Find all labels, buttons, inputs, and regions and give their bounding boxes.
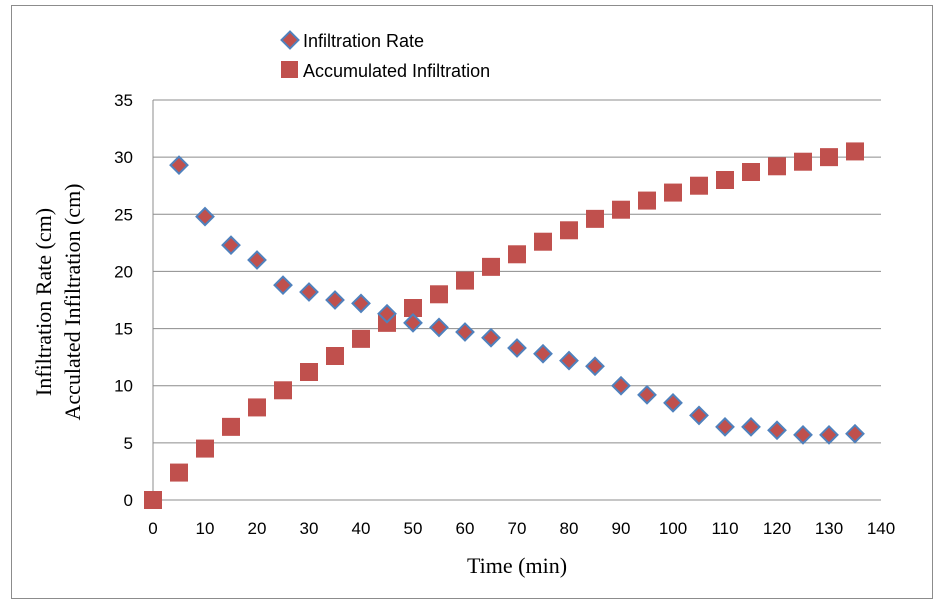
infiltration-rate-point [195, 206, 215, 227]
x-tick-label: 40 [352, 519, 371, 538]
infiltration-rate-point [247, 250, 267, 270]
x-tick-label: 80 [560, 519, 579, 538]
x-tick-label: 130 [815, 519, 843, 538]
accumulated-infiltration-point [196, 439, 214, 458]
infiltration-rate-point [585, 356, 605, 377]
infiltration-rate-point [403, 312, 423, 333]
legend-label: Accumulated Infiltration [303, 61, 490, 81]
infiltration-rate-point [273, 275, 293, 296]
infiltration-rate-point [793, 424, 813, 445]
accumulated-infiltration-point [664, 183, 682, 202]
accumulated-infiltration-point [326, 347, 344, 365]
accumulated-infiltration-point [638, 191, 656, 210]
y-tick-label: 30 [114, 148, 133, 167]
infiltration-rate-point [481, 327, 501, 348]
infiltration-rate-point [611, 375, 631, 396]
axes [152, 100, 881, 501]
infiltration-rate-point [169, 155, 189, 176]
x-tick-label: 70 [508, 519, 527, 538]
legend: Infiltration Rate Accumulated Infiltrati… [280, 30, 490, 81]
infiltration-rate-point [221, 235, 241, 256]
y-tick-label: 20 [114, 262, 133, 281]
accumulated-infiltration-point [690, 176, 708, 195]
accumulated-infiltration-point [404, 299, 422, 317]
legend-item-accumulated-infiltration: Accumulated Infiltration [281, 61, 490, 81]
infiltration-rate-point [715, 416, 735, 437]
infiltration-rate-point [819, 424, 839, 445]
accumulated-infiltration-point [456, 271, 474, 290]
accumulated-infiltration-point [222, 417, 240, 436]
x-tick-label: 0 [148, 519, 157, 538]
accumulated-infiltration-point [248, 398, 266, 417]
accumulated-infiltration-point [716, 171, 734, 189]
accumulated-infiltration-point [430, 285, 448, 304]
x-tick-label: 50 [404, 519, 423, 538]
infiltration-rate-point [507, 338, 527, 358]
infiltration-rate-point [663, 392, 683, 413]
x-tick-label: 30 [300, 519, 319, 538]
x-tick-labels: 0 10 20 30 40 50 60 70 80 90 100 110 120 130 140 [148, 519, 895, 538]
y-tick-label: 10 [114, 377, 133, 396]
x-tick-label: 110 [711, 519, 738, 538]
accumulated-infiltration-point [742, 163, 760, 181]
infiltration-rate-point [299, 282, 319, 302]
x-tick-label: 120 [763, 519, 791, 538]
accumulated-infiltration-point [820, 148, 838, 167]
x-tick-label: 90 [612, 519, 631, 538]
infiltration-rate-point [559, 350, 579, 371]
accumulated-infiltration-point [768, 157, 786, 176]
x-tick-label: 100 [659, 519, 687, 538]
infiltration-rate-point [767, 420, 787, 441]
y-tick-label: 5 [124, 434, 133, 453]
accumulated-infiltration-point [846, 142, 864, 161]
y-tick-label: 25 [114, 205, 133, 224]
data-points [144, 142, 865, 509]
y-axis-title: Infiltration Rate (cm) Acculated Infiltr… [31, 183, 85, 420]
gridlines [153, 99, 881, 444]
x-tick-label: 60 [456, 519, 475, 538]
legend-label: Infiltration Rate [303, 31, 424, 51]
infiltration-rate-point [689, 405, 709, 426]
infiltration-rate-point [429, 317, 449, 338]
legend-item-infiltration-rate: Infiltration Rate [280, 30, 424, 51]
legend-marker-square [281, 61, 298, 78]
accumulated-infiltration-point [612, 200, 630, 219]
accumulated-infiltration-point [586, 209, 604, 228]
infiltration-rate-point [637, 384, 657, 405]
infiltration-rate-point [455, 322, 475, 342]
x-tick-label: 20 [248, 519, 267, 538]
infiltration-rate-point [325, 290, 345, 310]
y-tick-labels: 0 5 10 15 20 25 30 35 [114, 91, 133, 510]
y-tick-label: 15 [114, 320, 133, 339]
x-tick-label: 10 [196, 519, 215, 538]
accumulated-infiltration-point [300, 363, 318, 381]
accumulated-infiltration-point [560, 221, 578, 240]
y-axis-title-line-2: Acculated Infiltration (cm) [60, 183, 85, 420]
accumulated-infiltration-point [170, 463, 188, 482]
infiltration-rate-point [351, 293, 371, 314]
accumulated-infiltration-point [352, 329, 370, 348]
y-tick-label: 0 [124, 491, 133, 510]
accumulated-infiltration-point [508, 245, 526, 264]
accumulated-infiltration-point [274, 381, 292, 400]
accumulated-infiltration-point [144, 491, 162, 509]
y-axis-title-line-1: Infiltration Rate (cm) [31, 208, 56, 396]
x-axis-title: Time (min) [467, 553, 567, 578]
accumulated-infiltration-point [534, 232, 552, 251]
y-tick-label: 35 [114, 91, 133, 110]
accumulated-infiltration-point [794, 152, 812, 171]
x-tick-label: 140 [867, 519, 895, 538]
infiltration-rate-point [377, 303, 397, 324]
legend-marker-diamond [280, 30, 300, 50]
infiltration-rate-point [845, 423, 865, 444]
accumulated-infiltration-point [482, 257, 500, 276]
infiltration-rate-point [741, 416, 761, 437]
infiltration-rate-point [533, 343, 553, 364]
